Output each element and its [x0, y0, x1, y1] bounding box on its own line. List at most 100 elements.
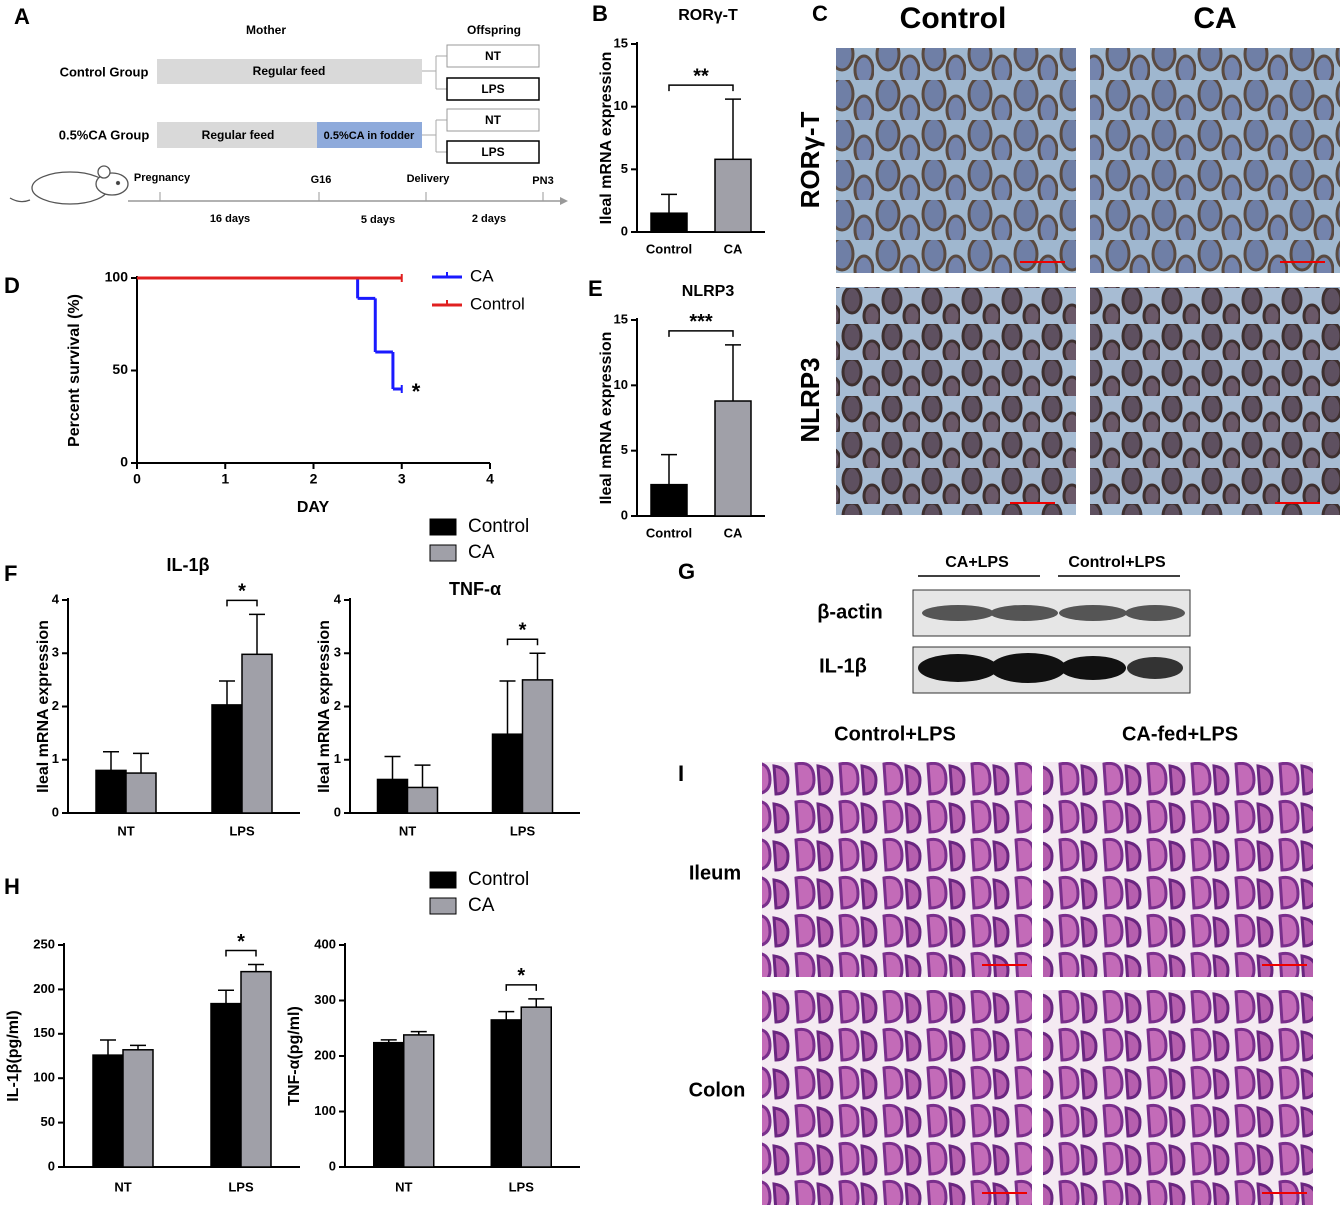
error-bar [529, 652, 546, 680]
y-tick-label: 400 [314, 936, 336, 951]
y-tick-label: 0 [52, 804, 59, 819]
bar [95, 769, 127, 814]
error-bar [498, 1010, 515, 1020]
significance-bracket [506, 638, 539, 646]
error-bar [725, 344, 741, 402]
y-tick-label: 250 [33, 936, 55, 951]
bar [92, 1054, 124, 1168]
y-tick-label: 10 [614, 98, 628, 113]
group-label: 0.5%CA Group [59, 127, 150, 142]
panel-letter: F [4, 561, 17, 586]
row-label: RORγ-T [795, 111, 825, 208]
x-tick-label: NT [117, 823, 134, 838]
y-tick-label: 0 [120, 454, 128, 470]
significance-label: ** [693, 65, 709, 87]
bar [714, 400, 752, 517]
he-panel: Control+LPS CA-fed+LPS Ileum Colon [689, 723, 1313, 1205]
significance-label: * [237, 931, 245, 953]
connector [422, 119, 447, 153]
y-tick-label: 100 [33, 1070, 55, 1085]
x-tick-label: 3 [398, 471, 406, 487]
bar [241, 653, 273, 814]
legend-swatch [429, 897, 457, 915]
chart-title: IL-1β [167, 555, 210, 575]
feed-bar [157, 122, 317, 148]
column-label: Control+LPS [834, 723, 956, 745]
bar [714, 158, 752, 233]
column-label: CA [1193, 2, 1236, 35]
scale-bar [982, 964, 1307, 1194]
y-tick-label: 100 [314, 1103, 336, 1118]
y-axis-label: TNF-α(pg/ml) [286, 1006, 303, 1106]
significance-bracket [668, 84, 734, 92]
x-tick-label: LPS [229, 823, 255, 838]
legend-label: Control [468, 869, 529, 890]
scale-bar [1010, 261, 1325, 504]
row-label: Ileum [689, 862, 741, 884]
timeline-label: G16 [311, 174, 332, 186]
offspring-box [446, 77, 540, 101]
error-bar [248, 963, 264, 972]
y-tick-label: 0 [621, 223, 628, 238]
x-axis-label: DAY [297, 499, 330, 516]
bands [922, 605, 1185, 621]
offspring-label: LPS [481, 82, 504, 96]
duration-label: 5 days [361, 214, 395, 226]
bar [210, 1002, 242, 1168]
group-label: CA+LPS [945, 554, 1009, 571]
column-label: Control [900, 2, 1007, 35]
x-tick-label: LPS [509, 1179, 535, 1194]
significance-label: * [517, 965, 525, 987]
y-tick-label: 2 [52, 698, 59, 713]
panel-letter: G [678, 559, 695, 584]
y-tick-label: 4 [334, 591, 342, 606]
error-bar [219, 680, 235, 705]
timeline-label: PN3 [532, 175, 553, 187]
offspring-box [446, 108, 540, 132]
bar [521, 679, 554, 814]
y-axis-label: Ileal mRNA expression [35, 620, 52, 793]
x-tick-label: LPS [510, 823, 536, 838]
error-bar [384, 755, 401, 780]
bar [373, 1041, 405, 1168]
x-tick-label: 0 [133, 471, 141, 487]
y-axis-label: Ileal mRNA expression [598, 332, 615, 505]
x-tick-label: CA [724, 525, 743, 540]
error-bar [100, 1039, 116, 1056]
legend-label: CA [468, 542, 495, 563]
micrograph [1090, 48, 1340, 273]
y-axis-label: Ileal mRNA expression [598, 52, 615, 225]
y-tick-label: 0 [334, 804, 341, 819]
western-blot: CA+LPS Control+LPS β-actin IL-1β [817, 554, 1191, 694]
mouse [9, 165, 129, 205]
panel-letter: A [14, 4, 30, 29]
chart-title: TNF-α [449, 579, 501, 599]
y-tick-label: 50 [41, 1114, 55, 1129]
error-bar [725, 98, 741, 160]
y-axis-label: Percent survival (%) [66, 294, 83, 447]
x-tick-label: NT [114, 1179, 131, 1194]
label: Mother [246, 23, 286, 37]
timeline-ticks [159, 192, 544, 201]
error-bar [410, 1030, 427, 1035]
y-axis-label: Ileal mRNA expression [316, 620, 333, 793]
y-tick-label: 1 [52, 751, 59, 766]
legend-swatch [429, 544, 457, 562]
y-tick-label: 150 [33, 1025, 55, 1040]
legend-label: Control [468, 516, 529, 537]
timeline-label: Pregnancy [134, 172, 191, 184]
micrograph [1043, 762, 1313, 977]
feed-label: Regular feed [253, 64, 326, 78]
x-tick-label: NT [399, 823, 416, 838]
error-bar [249, 613, 265, 655]
group-label: Control Group [60, 64, 149, 79]
ca-feed-bar [317, 122, 422, 148]
micrograph [1090, 287, 1340, 515]
y-tick-label: 3 [334, 645, 341, 660]
y-tick-label: 10 [614, 377, 628, 392]
y-tick-label: 5 [621, 161, 628, 176]
bar [650, 212, 688, 233]
y-tick-label: 3 [52, 645, 59, 660]
duration-label: 2 days [472, 213, 506, 225]
y-tick-label: 50 [112, 361, 128, 377]
